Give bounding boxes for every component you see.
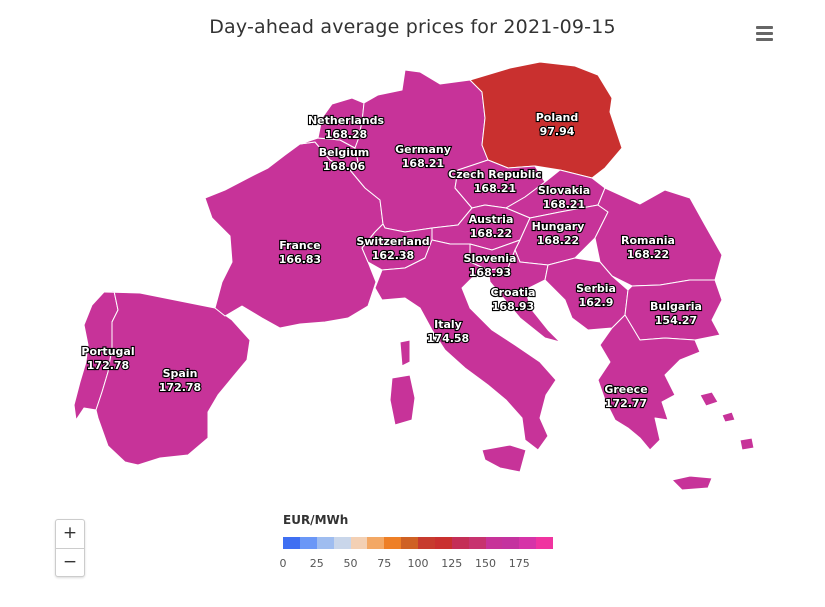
legend-color-bar	[283, 537, 553, 549]
country-italy-sardinia[interactable]	[389, 374, 416, 426]
country-italy[interactable]	[374, 239, 557, 451]
country-value-france: 166.83	[279, 253, 321, 266]
country-spain[interactable]	[95, 290, 251, 466]
legend-tick-label: 50	[343, 557, 358, 570]
legend-color-step	[401, 537, 418, 549]
country-value-bulgaria: 154.27	[655, 314, 697, 327]
country-value-portugal: 172.78	[87, 359, 129, 372]
legend-color-step	[451, 537, 469, 549]
country-label-slovakia: Slovakia	[538, 184, 590, 197]
country-poland[interactable]	[469, 61, 623, 179]
country-switzerland[interactable]	[361, 223, 433, 271]
country-label-switzerland: Switzerland	[356, 235, 429, 248]
country-value-switzerland: 162.38	[372, 249, 414, 262]
legend-color-step	[418, 537, 435, 549]
country-croatia[interactable]	[487, 249, 561, 343]
country-label-austria: Austria	[469, 213, 514, 226]
country-value-slovenia: 168.93	[469, 266, 511, 279]
country-italy-sicily[interactable]	[481, 444, 527, 473]
legend-color-step	[519, 537, 537, 549]
country-greece[interactable]	[597, 314, 701, 451]
country-value-belgium: 168.06	[323, 160, 366, 173]
country-value-croatia: 168.93	[492, 300, 534, 313]
zoom-control: + −	[55, 519, 85, 577]
country-label-portugal: Portugal	[81, 345, 134, 358]
country-value-czech-republic: 168.21	[474, 182, 516, 195]
country-greece-crete[interactable]	[671, 475, 713, 491]
legend-tick-label: 150	[475, 557, 496, 570]
zoom-out-button[interactable]: −	[62, 552, 78, 572]
country-france-corsica[interactable]	[399, 339, 411, 367]
legend-color-step	[350, 537, 368, 549]
country-value-slovakia: 168.21	[543, 198, 585, 211]
legend-color-step	[536, 537, 553, 549]
country-value-italy: 174.58	[427, 332, 469, 345]
country-label-bulgaria: Bulgaria	[650, 300, 702, 313]
legend-tick-label: 25	[309, 557, 324, 570]
legend-color-step	[367, 537, 385, 549]
country-label-netherlands: Netherlands	[308, 114, 385, 127]
legend-title: EUR/MWh	[283, 513, 349, 527]
legend-tick-label: 175	[508, 557, 530, 570]
country-value-austria: 168.22	[470, 227, 512, 240]
hamburger-menu-icon[interactable]	[752, 22, 778, 44]
country-label-belgium: Belgium	[319, 146, 370, 159]
legend-tick-label: 100	[407, 557, 429, 570]
country-label-spain: Spain	[163, 367, 198, 380]
legend-color-step	[384, 537, 402, 549]
country-greece-islands[interactable]	[699, 391, 755, 451]
country-label-italy: Italy	[434, 318, 462, 331]
zoom-in-button[interactable]: +	[56, 520, 84, 549]
legend-tick-label: 0	[279, 557, 287, 570]
legend-color-step	[299, 537, 317, 549]
country-label-poland: Poland	[536, 111, 579, 124]
legend-color-step	[333, 537, 351, 549]
country-value-netherlands: 168.28	[325, 128, 367, 141]
country-value-germany: 168.21	[402, 157, 444, 170]
map-title: Day-ahead average prices for 2021-09-15	[209, 16, 616, 38]
country-label-romania: Romania	[621, 234, 675, 247]
country-value-greece: 172.77	[605, 397, 647, 410]
legend-color-step	[468, 537, 486, 549]
country-label-serbia: Serbia	[576, 282, 616, 295]
legend-color-step	[283, 537, 300, 549]
legend-color-step	[485, 537, 503, 549]
legend-color-step	[316, 537, 334, 549]
country-label-hungary: Hungary	[532, 220, 585, 233]
country-label-slovenia: Slovenia	[464, 252, 517, 265]
country-value-poland: 97.94	[540, 125, 575, 138]
country-value-romania: 168.22	[627, 248, 669, 261]
country-label-greece: Greece	[604, 383, 647, 396]
legend-color-step	[434, 537, 452, 549]
country-label-croatia: Croatia	[491, 286, 536, 299]
country-label-czech-republic: Czech Republic	[448, 168, 542, 181]
legend-color-step	[502, 537, 520, 549]
country-value-serbia: 162.9	[579, 296, 614, 309]
country-value-spain: 172.78	[159, 381, 201, 394]
country-label-germany: Germany	[395, 143, 451, 156]
legend-tick-label: 75	[377, 557, 392, 570]
country-label-france: France	[279, 239, 320, 252]
legend-tick-label: 125	[441, 557, 463, 570]
country-value-hungary: 168.22	[537, 234, 579, 247]
